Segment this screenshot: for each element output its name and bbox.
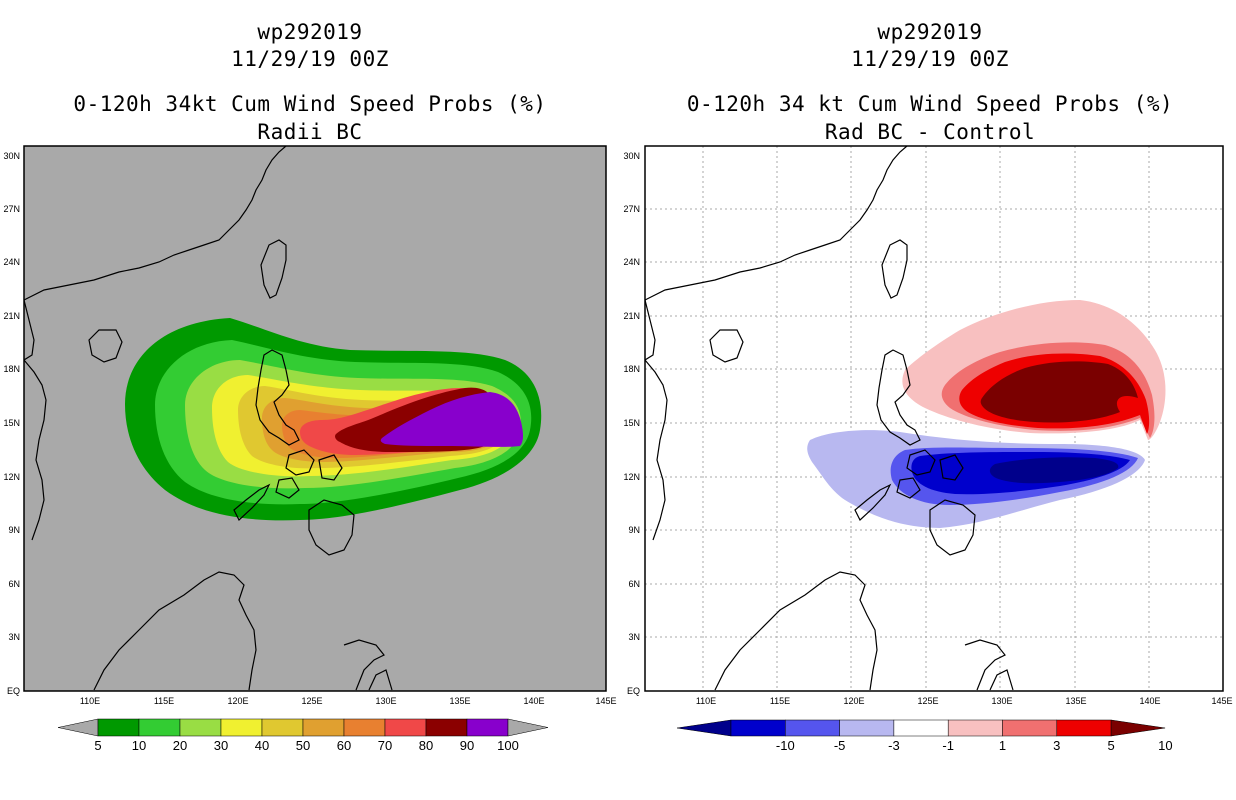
right-colorbar-label: -3	[888, 738, 900, 753]
right-lon-label: 145E	[1211, 696, 1232, 706]
right-colorbar-label: -1	[942, 738, 954, 753]
left-lat-label: 24N	[3, 257, 20, 267]
right-lat-label: 30N	[623, 151, 640, 161]
right-colorbar-label: 1	[999, 738, 1006, 753]
right-colorbar-swatch	[839, 719, 895, 737]
left-colorbar-swatch	[466, 718, 509, 737]
left-lat-label: 18N	[3, 364, 20, 374]
left-chart-title: 0-120h 34kt Cum Wind Speed Probs (%)	[73, 92, 547, 116]
left-colorbar-label: 20	[173, 738, 187, 753]
left-colorbar-swatch	[425, 718, 468, 737]
left-lat-label: 30N	[3, 151, 20, 161]
right-lat-label: 27N	[623, 204, 640, 214]
left-datetime: 11/29/19 00Z	[231, 47, 389, 71]
right-lon-label: 135E	[1065, 696, 1086, 706]
right-colorbar-swatch	[1002, 719, 1058, 737]
right-diff-contours	[807, 300, 1166, 528]
right-colorbar-swatch	[1056, 719, 1112, 737]
left-map	[23, 145, 607, 692]
left-colorbar-swatch	[343, 718, 386, 737]
left-colorbar-end-low	[57, 718, 99, 737]
left-storm-id: wp292019	[257, 20, 363, 44]
left-colorbar-label: 10	[132, 738, 146, 753]
left-lat-label: 27N	[3, 204, 20, 214]
left-colorbar-label: 70	[378, 738, 392, 753]
right-lon-label: 110E	[696, 696, 716, 706]
right-lat-label: 9N	[628, 525, 640, 535]
left-map-frame	[23, 145, 607, 692]
right-lon-label: 125E	[917, 696, 938, 706]
left-lat-label: 9N	[8, 525, 20, 535]
left-lon-label: 135E	[449, 696, 470, 706]
right-lat-label: 6N	[628, 579, 640, 589]
left-colorbar-swatch	[384, 718, 427, 737]
left-colorbar-end-high	[507, 718, 549, 737]
left-colorbar-label: 60	[337, 738, 351, 753]
left-lat-label: 3N	[8, 632, 20, 642]
right-colorbar-label: 10	[1158, 738, 1172, 753]
left-colorbar-label: 5	[94, 738, 101, 753]
right-chart-title: 0-120h 34 kt Cum Wind Speed Probs (%)	[686, 92, 1174, 116]
right-lon-axis: 110E 115E 120E 125E 130E 135E 140E 145E	[696, 696, 1233, 706]
left-lon-label: 110E	[80, 696, 100, 706]
right-lat-label: 15N	[623, 418, 640, 428]
left-lat-label: 15N	[3, 418, 20, 428]
right-colorbar-swatch	[730, 719, 786, 737]
right-chart-subtitle: Rad BC - Control	[824, 120, 1036, 144]
left-lat-label: EQ	[7, 686, 20, 696]
right-lon-label: 120E	[843, 696, 864, 706]
right-map-frame	[644, 145, 1224, 692]
left-lat-axis: 30N 27N 24N 21N 18N 15N 12N 9N 6N 3N EQ	[3, 151, 20, 696]
right-map	[644, 145, 1224, 692]
left-colorbar-swatch	[138, 718, 181, 737]
right-lat-axis: 30N 27N 24N 21N 18N 15N 12N 9N 6N 3N EQ	[623, 151, 640, 696]
left-chart-subtitle: Radii BC	[257, 120, 363, 144]
left-colorbar-label: 100	[497, 738, 519, 753]
left-colorbar-swatch	[97, 718, 140, 737]
right-colorbar-swatch	[947, 719, 1003, 737]
left-colorbar-swatch	[261, 718, 304, 737]
left-colorbar-label: 80	[419, 738, 433, 753]
left-lon-axis: 110E 115E 120E 125E 130E 135E 140E 145E	[80, 696, 617, 706]
left-lon-label: 115E	[154, 696, 174, 706]
left-lon-label: 125E	[301, 696, 322, 706]
left-colorbar-label: 40	[255, 738, 269, 753]
right-colorbar-end-low	[676, 719, 732, 737]
right-lon-label: 130E	[991, 696, 1012, 706]
left-colorbar: 5 10 20 30 40 50 60 70 80 90 100	[57, 718, 549, 753]
right-colorbar-end-high	[1110, 719, 1166, 737]
right-colorbar-label: 5	[1107, 738, 1114, 753]
left-colorbar-label: 50	[296, 738, 310, 753]
right-lat-label: 3N	[628, 632, 640, 642]
left-prob-contours	[125, 318, 542, 521]
left-lat-label: 6N	[8, 579, 20, 589]
right-colorbar-swatch	[785, 719, 840, 737]
left-colorbar-label: 90	[460, 738, 474, 753]
right-lat-label: 12N	[623, 472, 640, 482]
right-lat-label: EQ	[627, 686, 640, 696]
right-lon-label: 115E	[770, 696, 790, 706]
right-lat-label: 21N	[623, 311, 640, 321]
right-lat-label: 24N	[623, 257, 640, 267]
right-datetime: 11/29/19 00Z	[851, 47, 1009, 71]
right-colorbar: -10 -5 -3 -1 1 3 5 10	[676, 719, 1173, 753]
right-colorbar-swatch	[893, 719, 949, 737]
left-lon-label: 140E	[523, 696, 544, 706]
left-colorbar-label: 30	[214, 738, 228, 753]
right-lat-label: 18N	[623, 364, 640, 374]
right-colorbar-label: -5	[834, 738, 846, 753]
left-lon-label: 130E	[375, 696, 396, 706]
left-lon-label: 145E	[595, 696, 616, 706]
left-lon-label: 120E	[227, 696, 248, 706]
left-colorbar-swatch	[179, 718, 222, 737]
right-lon-label: 140E	[1139, 696, 1160, 706]
right-colorbar-label: -10	[776, 738, 795, 753]
right-colorbar-label: 3	[1053, 738, 1060, 753]
right-storm-id: wp292019	[877, 20, 983, 44]
left-colorbar-swatch	[220, 718, 263, 737]
left-lat-label: 12N	[3, 472, 20, 482]
left-colorbar-swatch	[302, 718, 345, 737]
left-lat-label: 21N	[3, 311, 20, 321]
